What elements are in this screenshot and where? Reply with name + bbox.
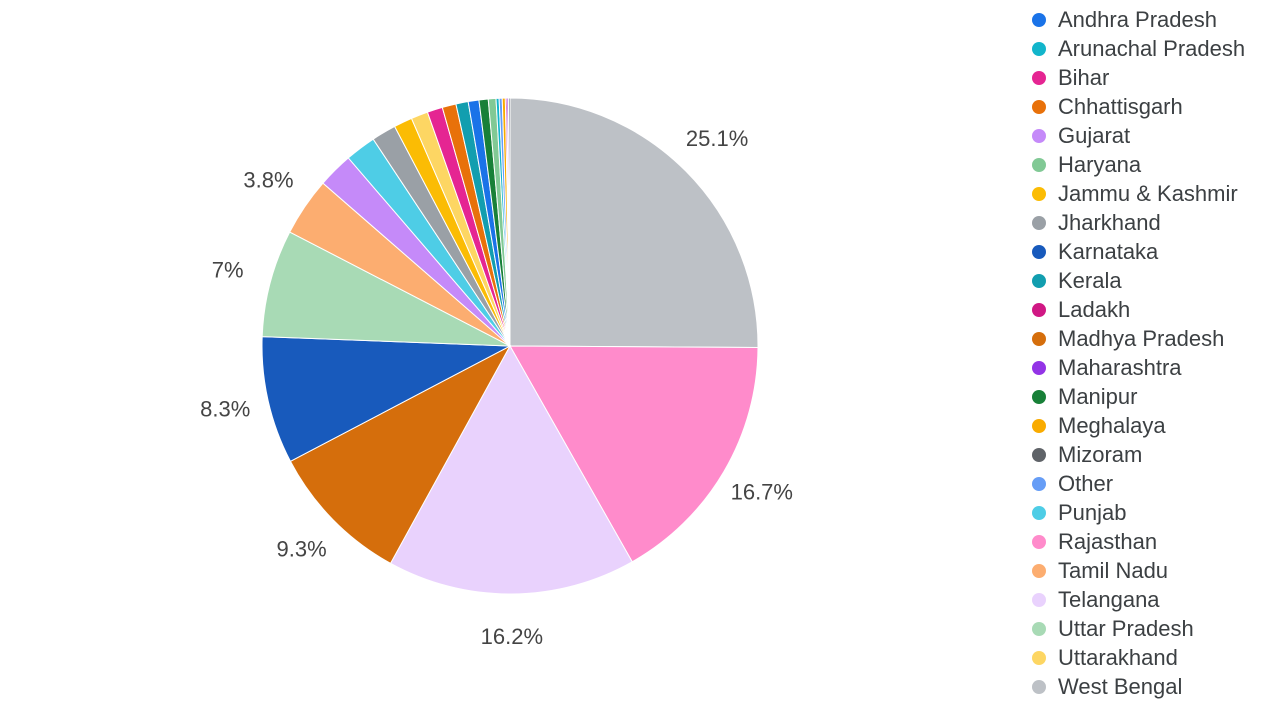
legend-label: Gujarat bbox=[1058, 123, 1130, 148]
legend-marker bbox=[1032, 274, 1046, 288]
legend-label: Bihar bbox=[1058, 65, 1109, 90]
legend-label: Madhya Pradesh bbox=[1058, 326, 1224, 351]
pie-slice bbox=[509, 97, 759, 349]
legend-label: Jammu & Kashmir bbox=[1058, 181, 1238, 206]
legend-label: West Bengal bbox=[1058, 674, 1182, 699]
legend-marker bbox=[1032, 535, 1046, 549]
legend-marker bbox=[1032, 593, 1046, 607]
legend-label: Manipur bbox=[1058, 384, 1137, 409]
legend-marker bbox=[1032, 622, 1046, 636]
legend-marker bbox=[1032, 332, 1046, 346]
legend-marker bbox=[1032, 129, 1046, 143]
pie-slice bbox=[509, 345, 759, 563]
legend-label: Other bbox=[1058, 471, 1113, 496]
legend-label: Uttarakhand bbox=[1058, 645, 1178, 670]
legend-marker bbox=[1032, 390, 1046, 404]
legend-label: Haryana bbox=[1058, 152, 1142, 177]
pie-slice bbox=[261, 231, 511, 347]
pie-slice bbox=[389, 344, 633, 595]
legend-marker bbox=[1032, 100, 1046, 114]
legend-marker bbox=[1032, 187, 1046, 201]
legend-label: Rajasthan bbox=[1058, 529, 1157, 554]
legend-marker bbox=[1032, 680, 1046, 694]
data-label: 9.3% bbox=[277, 536, 327, 561]
legend-label: Andhra Pradesh bbox=[1058, 7, 1217, 32]
legend-marker bbox=[1032, 42, 1046, 56]
legend-marker bbox=[1032, 303, 1046, 317]
legend-label: Mizoram bbox=[1058, 442, 1142, 467]
legend-label: Punjab bbox=[1058, 500, 1127, 525]
legend-label: Ladakh bbox=[1058, 297, 1130, 322]
data-label: 8.3% bbox=[200, 396, 250, 421]
legend-label: Uttar Pradesh bbox=[1058, 616, 1194, 641]
data-label: 3.8% bbox=[243, 168, 293, 193]
legend-marker bbox=[1032, 361, 1046, 375]
legend-marker bbox=[1032, 506, 1046, 520]
legend-label: Meghalaya bbox=[1058, 413, 1166, 438]
legend-label: Karnataka bbox=[1058, 239, 1159, 264]
pie-slice bbox=[507, 97, 511, 347]
pie-slice bbox=[289, 344, 512, 565]
legend-marker bbox=[1032, 564, 1046, 578]
data-label: 16.7% bbox=[731, 480, 793, 505]
legend-label: Jharkhand bbox=[1058, 210, 1161, 235]
data-label: 7% bbox=[212, 257, 244, 282]
legend-label: Chhattisgarh bbox=[1058, 94, 1183, 119]
data-label: 16.2% bbox=[481, 624, 543, 649]
legend-marker bbox=[1032, 477, 1046, 491]
legend-marker bbox=[1032, 216, 1046, 230]
legend-label: Arunachal Pradesh bbox=[1058, 36, 1245, 61]
data-label: 25.1% bbox=[686, 126, 748, 151]
legend-marker bbox=[1032, 245, 1046, 259]
pie-slice bbox=[261, 336, 512, 463]
legend-label: Tamil Nadu bbox=[1058, 558, 1168, 583]
legend-label: Maharashtra bbox=[1058, 355, 1182, 380]
legend-marker bbox=[1032, 13, 1046, 27]
legend-marker bbox=[1032, 158, 1046, 172]
legend-label: Kerala bbox=[1058, 268, 1122, 293]
legend-marker bbox=[1032, 419, 1046, 433]
legend-marker bbox=[1032, 448, 1046, 462]
legend-label: Telangana bbox=[1058, 587, 1160, 612]
legend-marker bbox=[1032, 651, 1046, 665]
legend-marker bbox=[1032, 71, 1046, 85]
